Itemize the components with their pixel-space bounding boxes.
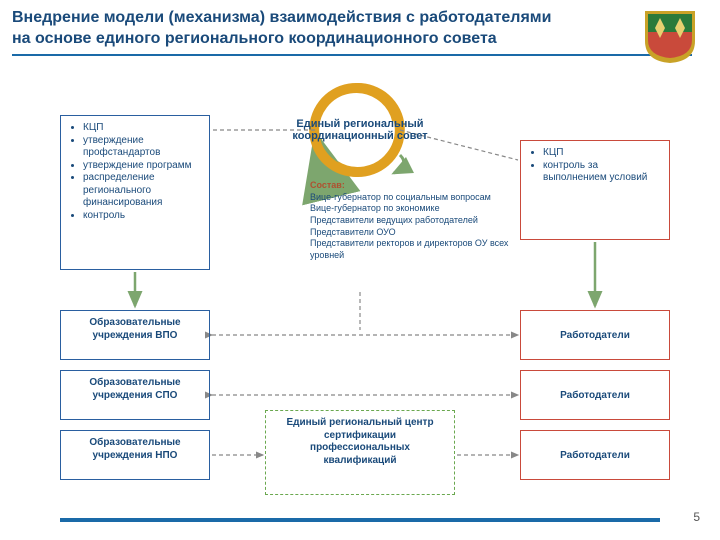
list-item: контроль [83, 210, 201, 223]
list-item: утверждение программ [83, 160, 201, 173]
composition-item: Представители ректоров и директоров ОУ в… [310, 238, 515, 261]
employers-box-1: Работодатели [520, 310, 670, 360]
edu-spo-box: Образовательные учреждения СПО [60, 370, 210, 420]
right-functions-box: КЦП контроль за выполнением условий [520, 140, 670, 240]
list-item: контроль за выполнением условий [543, 160, 661, 185]
list-item: распределение регионального финансирован… [83, 172, 201, 210]
composition-label: Состав: [310, 180, 345, 190]
composition-item: Вице-губернатор по экономике [310, 203, 515, 215]
footer-rule [60, 518, 660, 522]
composition-item: Представители ОУО [310, 227, 515, 239]
edu-vpo-box: Образовательные учреждения ВПО [60, 310, 210, 360]
composition-item: Представители ведущих работодателей [310, 215, 515, 227]
title-rule [12, 54, 692, 56]
certification-center-box: Единый региональный центр сертификации п… [265, 410, 455, 495]
employers-box-3: Работодатели [520, 430, 670, 480]
employers-box-2: Работодатели [520, 370, 670, 420]
composition-item: Вице-губернатор по социальным вопросам [310, 192, 515, 204]
page-title: Внедрение модели (механизма) взаимодейст… [12, 8, 572, 50]
list-item: КЦП [543, 147, 661, 160]
list-item: КЦП [83, 122, 201, 135]
left-functions-box: КЦП утверждение профстандартов утвержден… [60, 115, 210, 270]
list-item: утверждение профстандартов [83, 135, 201, 160]
edu-npo-box: Образовательные учреждения НПО [60, 430, 210, 480]
council-composition: Состав: Вице-губернатор по социальным во… [310, 180, 515, 262]
region-crest [640, 6, 700, 66]
page-number: 5 [693, 510, 700, 524]
center-council-title: Единый региональный координационный сове… [285, 118, 435, 142]
